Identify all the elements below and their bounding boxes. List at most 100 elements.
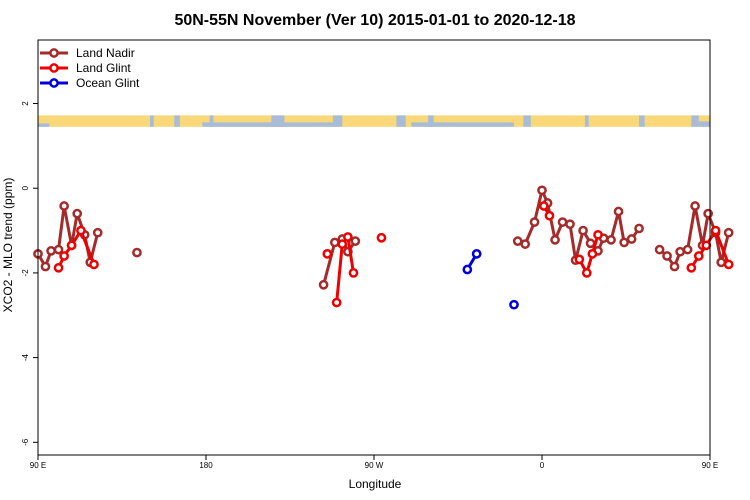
land-nadir-point [723, 227, 734, 238]
map-band-ocean [691, 115, 699, 127]
land-nadir-point [59, 201, 69, 211]
series-layer [33, 185, 734, 310]
land-glint-point [59, 251, 69, 261]
map-band-ocean [639, 115, 645, 127]
land-nadir-point [72, 208, 83, 219]
land-nadir-point [329, 237, 340, 248]
map-band-ocean [209, 115, 214, 127]
map-band-ocean [38, 123, 50, 127]
land-nadir-point [634, 223, 644, 234]
land-nadir-point [550, 235, 560, 245]
map-band-ocean [411, 122, 514, 127]
x-tick-label: 180 [199, 461, 213, 470]
land-glint-point [701, 240, 712, 251]
y-tick-label: -4 [21, 354, 30, 362]
x-tick-label: 90 E [702, 461, 718, 470]
map-band-ocean [150, 115, 154, 127]
land-glint-point [693, 251, 704, 261]
land-nadir-point [578, 225, 588, 236]
y-axis-label: XCO2 - MLO trend (ppm) [1, 178, 15, 313]
land-glint-point [66, 240, 77, 251]
y-tick-label: -2 [21, 269, 30, 277]
land-nadir-point [529, 217, 540, 227]
land-nadir-point [46, 246, 56, 256]
land-glint-line [578, 234, 600, 275]
land-nadir-line [517, 188, 641, 262]
land-nadir-point [520, 239, 531, 249]
land-glint-point [376, 232, 387, 243]
ocean-glint-point [471, 249, 482, 259]
land-nadir-point [613, 206, 624, 217]
land-glint-point [581, 268, 592, 278]
land-glint-point [544, 210, 555, 221]
legend-item-land-glint: Land Glint [40, 61, 131, 75]
legend-label-ocean-glint: Ocean Glint [76, 76, 140, 90]
legend-marker-ocean-glint [49, 78, 59, 88]
map-band-ocean [396, 115, 406, 127]
x-tick-label: 90 E [30, 461, 46, 470]
map-band-ocean [698, 121, 710, 127]
land-glint-point [574, 254, 585, 265]
land-nadir-point [716, 257, 727, 268]
map-band-ocean [584, 115, 589, 127]
land-glint-point [348, 268, 359, 278]
land-nadir-point [318, 279, 329, 290]
series-ocean-glint [462, 249, 519, 310]
legend-item-land-nadir: Land Nadir [40, 46, 135, 60]
land-nadir-point [132, 247, 142, 258]
land-glint-point [593, 229, 603, 240]
land-nadir-point [53, 244, 64, 255]
map-band-ocean [271, 115, 285, 127]
y-tick-label: 2 [21, 101, 30, 106]
y-tick-label: -6 [21, 438, 30, 446]
land-glint-point [322, 249, 333, 259]
land-glint-point [539, 201, 549, 211]
land-nadir-point [606, 235, 616, 245]
land-nadir-point [690, 201, 700, 211]
map-band-land [38, 115, 710, 127]
legend-marker-land-nadir [49, 48, 59, 58]
land-nadir-point [537, 185, 547, 196]
y-tick-label: 0 [21, 185, 30, 190]
land-nadir-point [626, 234, 637, 244]
land-glint-point [337, 239, 348, 249]
land-glint-point [76, 225, 86, 236]
legend-marker-land-glint [49, 63, 59, 73]
legend-item-ocean-glint: Ocean Glint [40, 76, 140, 90]
land-nadir-point [703, 208, 713, 219]
land-nadir-point [619, 237, 629, 248]
map-band-ocean [202, 122, 337, 127]
y-axis: -6 -4 -2 0 2 [21, 101, 38, 446]
land-nadir-point [350, 236, 361, 246]
map-band-ocean [332, 115, 343, 127]
land-nadir-point [662, 251, 672, 261]
land-nadir-point [92, 227, 103, 238]
land-glint-point [343, 232, 353, 242]
x-axis: 90 E 180 90 W 0 90 E [30, 455, 718, 470]
map-band [38, 115, 710, 127]
land-nadir-point [654, 244, 665, 255]
land-nadir-point [557, 217, 568, 227]
land-nadir-point [675, 246, 685, 257]
ocean-glint-point [462, 264, 473, 275]
x-tick-label: 0 [540, 461, 545, 470]
land-glint-point [723, 259, 734, 270]
land-nadir-point [682, 244, 693, 255]
x-tick-label: 90 W [365, 461, 384, 470]
legend-label-land-nadir: Land Nadir [76, 46, 135, 60]
series-land-glint [53, 201, 734, 308]
land-nadir-point [669, 261, 680, 272]
land-glint-point [710, 225, 721, 236]
map-band-ocean [428, 115, 434, 127]
land-glint-point [331, 297, 342, 308]
map-band-ocean [523, 115, 531, 127]
x-axis-label: Longitude [349, 477, 402, 491]
land-glint-point [587, 249, 598, 259]
land-glint-point [686, 262, 697, 273]
land-glint-point [53, 262, 64, 273]
land-nadir-point [565, 219, 575, 230]
ocean-glint-point [509, 299, 519, 310]
legend-label-land-glint: Land Glint [76, 61, 131, 75]
